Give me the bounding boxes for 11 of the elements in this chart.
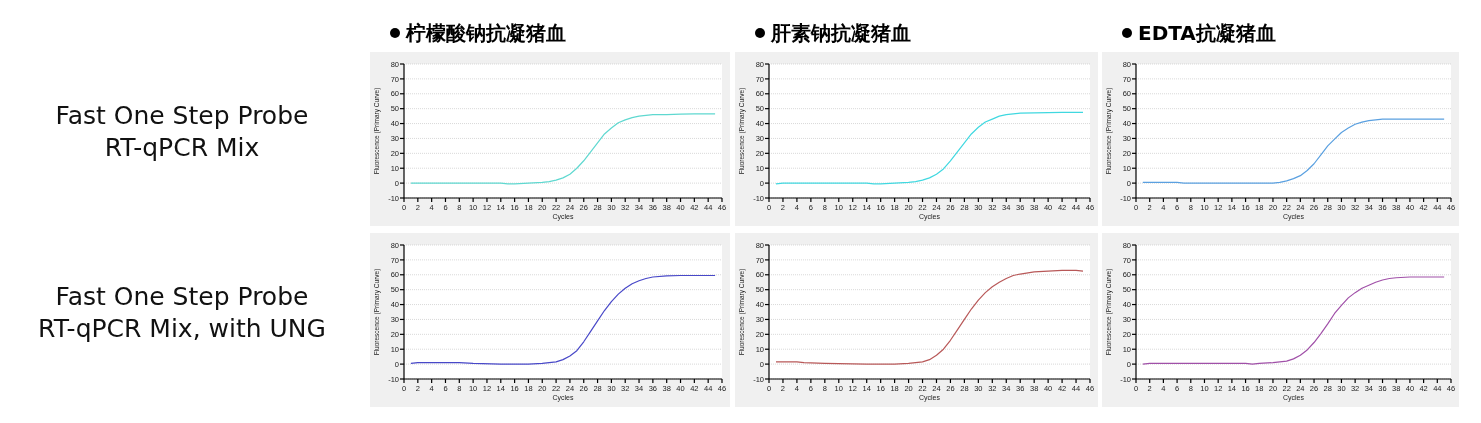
line-series (1142, 276, 1445, 365)
chart-title: 柠檬酸钠抗凝猪血 (405, 21, 566, 45)
line-series (1142, 118, 1445, 184)
text: Fast One Step Probe RT-qPCR Mix (55, 100, 309, 162)
chart-title: EDTA抗凝猪血 (1138, 21, 1276, 45)
line-series (775, 269, 1084, 365)
chart-title: 肝素钠抗凝猪血 (770, 21, 911, 45)
line-series (775, 111, 1084, 185)
line-series (410, 113, 716, 185)
line-series (410, 274, 716, 365)
text: Fast One Step Probe RT-qPCR Mix, with UNG (38, 281, 326, 343)
